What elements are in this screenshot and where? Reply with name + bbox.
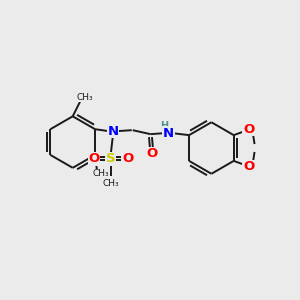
Text: N: N <box>107 125 118 138</box>
Text: O: O <box>243 160 254 173</box>
Text: CH₃: CH₃ <box>76 93 93 102</box>
Text: O: O <box>243 123 254 136</box>
Text: O: O <box>146 148 157 160</box>
Text: O: O <box>122 152 133 165</box>
Text: S: S <box>106 152 116 165</box>
Text: N: N <box>163 127 174 140</box>
Text: O: O <box>88 152 100 165</box>
Text: H: H <box>160 121 168 131</box>
Text: CH₃: CH₃ <box>103 179 119 188</box>
Text: CH₃: CH₃ <box>93 169 109 178</box>
